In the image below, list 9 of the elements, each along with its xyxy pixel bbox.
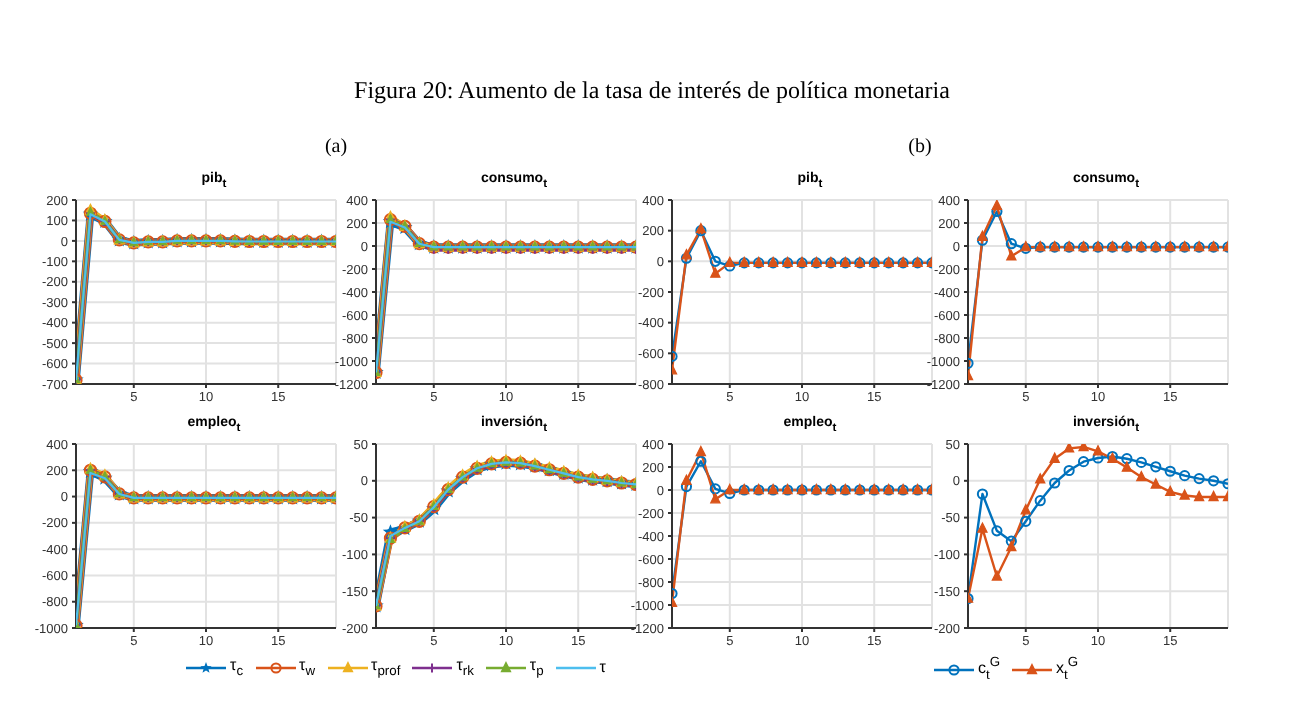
legend-label: τ$_{p}$ [529, 656, 544, 680]
legend-label: τ$_{prof}$ [371, 656, 401, 680]
legend-label: τ$_{rk}$ [456, 656, 474, 680]
text: (b) [906, 136, 934, 158]
text: Figura 20: Aumento de la tasa de interés de política monetaria [352, 76, 952, 106]
text: (a) [322, 136, 350, 158]
legend-label: τ$_{c}$ [230, 656, 244, 680]
legend-label: τ [599, 658, 606, 677]
legend-label: τ$_{w}$ [299, 656, 316, 680]
